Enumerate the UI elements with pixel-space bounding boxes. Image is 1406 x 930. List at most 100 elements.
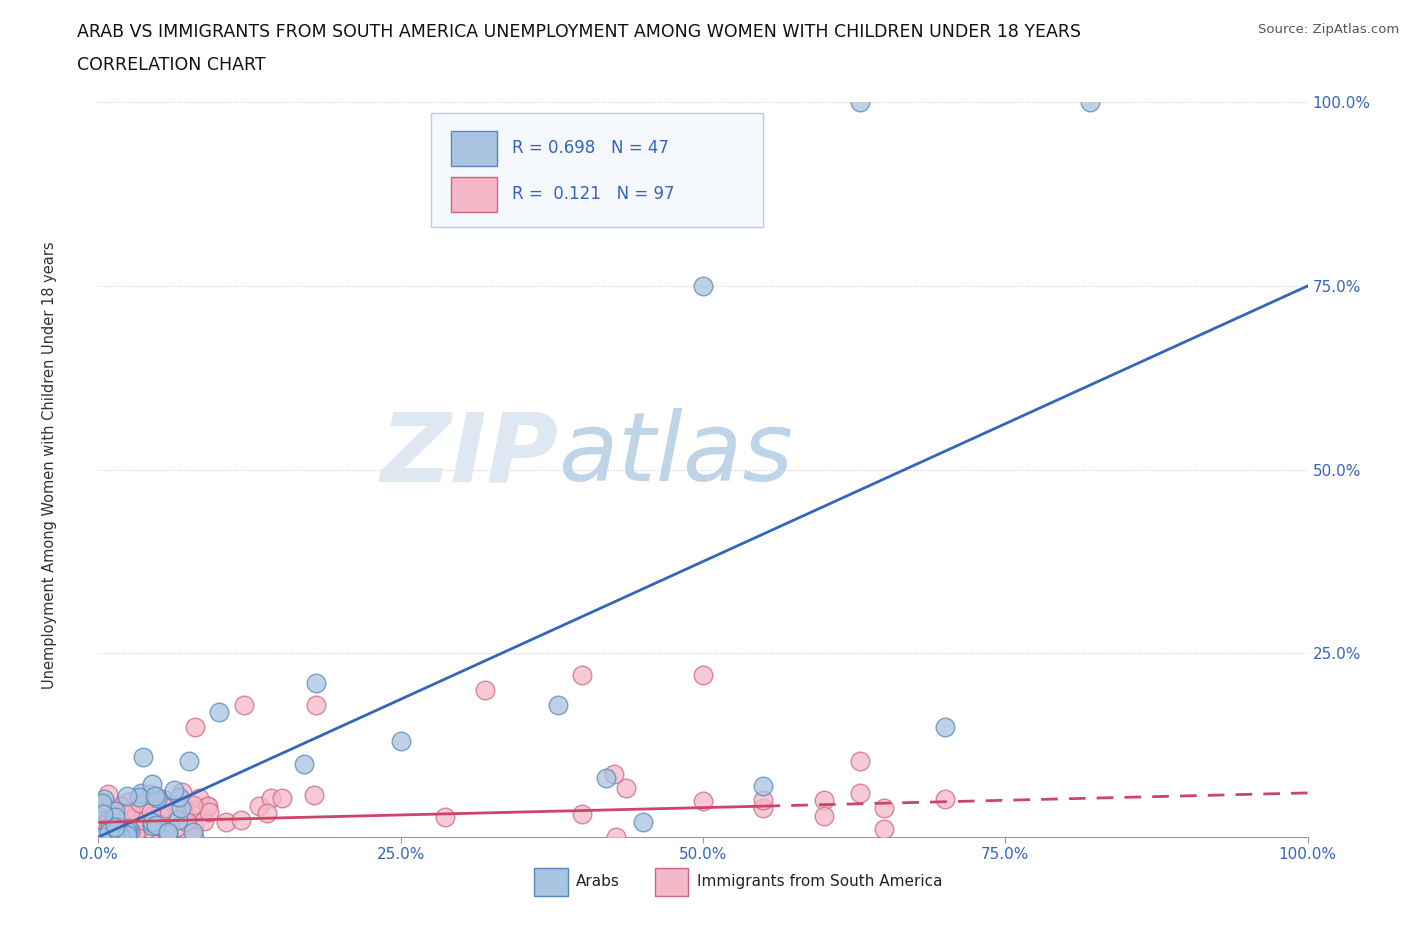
Point [118, 823, 141, 838]
Point [107, 826, 129, 841]
Point [849, 753, 872, 768]
Point [692, 279, 714, 294]
Point [125, 813, 148, 828]
Point [131, 750, 153, 764]
Point [305, 675, 328, 690]
Point [141, 777, 163, 791]
Bar [451, 177, 498, 212]
Point [117, 794, 139, 809]
Point [232, 698, 254, 712]
Point [146, 817, 169, 831]
Point [149, 804, 172, 818]
Point [166, 820, 188, 835]
Point [849, 95, 872, 110]
Point [129, 821, 152, 836]
Point [104, 817, 127, 831]
Point [145, 817, 167, 832]
Point [104, 804, 127, 818]
Point [129, 785, 152, 800]
Point [97, 825, 120, 840]
Point [163, 782, 186, 797]
Point [143, 792, 166, 807]
Point [166, 820, 188, 835]
Point [186, 802, 208, 817]
Point [260, 790, 283, 805]
Point [197, 804, 219, 819]
Point [90, 830, 112, 844]
Point [91, 806, 114, 821]
Text: CORRELATION CHART: CORRELATION CHART [77, 56, 266, 73]
Point [110, 830, 132, 844]
Point [97, 825, 120, 840]
Text: R =  0.121   N = 97: R = 0.121 N = 97 [512, 185, 675, 203]
Point [692, 794, 714, 809]
Point [110, 800, 132, 815]
Text: ZIP: ZIP [380, 408, 558, 501]
Point [305, 698, 328, 712]
Point [97, 811, 120, 826]
Text: atlas: atlas [558, 408, 793, 501]
Point [752, 800, 775, 815]
Point [292, 756, 315, 771]
Point [96, 821, 118, 836]
Point [142, 818, 165, 833]
Point [752, 778, 775, 793]
Point [107, 823, 129, 838]
Point [117, 820, 139, 835]
Point [813, 792, 835, 807]
Point [631, 815, 654, 830]
Point [231, 813, 253, 828]
Point [169, 801, 191, 816]
Point [139, 804, 162, 819]
Point [100, 818, 122, 833]
Point [139, 803, 162, 817]
Point [195, 799, 218, 814]
Point [90, 795, 112, 810]
Point [115, 788, 138, 803]
Point [183, 818, 205, 833]
Point [181, 798, 204, 813]
Point [124, 827, 146, 842]
Point [117, 827, 139, 842]
Point [132, 804, 155, 819]
Point [873, 821, 896, 836]
Point [166, 813, 188, 828]
Point [111, 807, 134, 822]
Point [129, 812, 152, 827]
Point [146, 790, 169, 805]
Point [90, 830, 112, 844]
Point [159, 798, 181, 813]
Point [117, 826, 139, 841]
Point [112, 808, 135, 823]
Text: ARAB VS IMMIGRANTS FROM SOUTH AMERICA UNEMPLOYMENT AMONG WOMEN WITH CHILDREN UND: ARAB VS IMMIGRANTS FROM SOUTH AMERICA UN… [77, 23, 1081, 41]
Point [108, 799, 131, 814]
Point [571, 668, 593, 683]
FancyBboxPatch shape [432, 113, 763, 227]
Point [135, 794, 157, 809]
Point [97, 787, 120, 802]
Point [103, 803, 125, 817]
Point [170, 784, 193, 799]
Point [128, 790, 150, 804]
Point [118, 805, 141, 820]
Point [167, 790, 190, 804]
Point [571, 806, 593, 821]
Point [139, 786, 162, 801]
Point [163, 798, 186, 813]
Bar [534, 868, 568, 896]
Point [110, 830, 132, 844]
Point [547, 698, 569, 712]
Point [156, 828, 179, 843]
Point [124, 830, 146, 844]
Point [215, 814, 238, 829]
Point [101, 802, 124, 817]
Point [434, 809, 457, 824]
Point [934, 720, 956, 735]
Point [104, 819, 127, 834]
Point [474, 683, 496, 698]
Point [605, 830, 627, 844]
Point [129, 809, 152, 824]
Text: Immigrants from South America: Immigrants from South America [697, 874, 942, 889]
Text: Arabs: Arabs [576, 874, 620, 889]
Text: R = 0.698   N = 47: R = 0.698 N = 47 [512, 139, 669, 157]
